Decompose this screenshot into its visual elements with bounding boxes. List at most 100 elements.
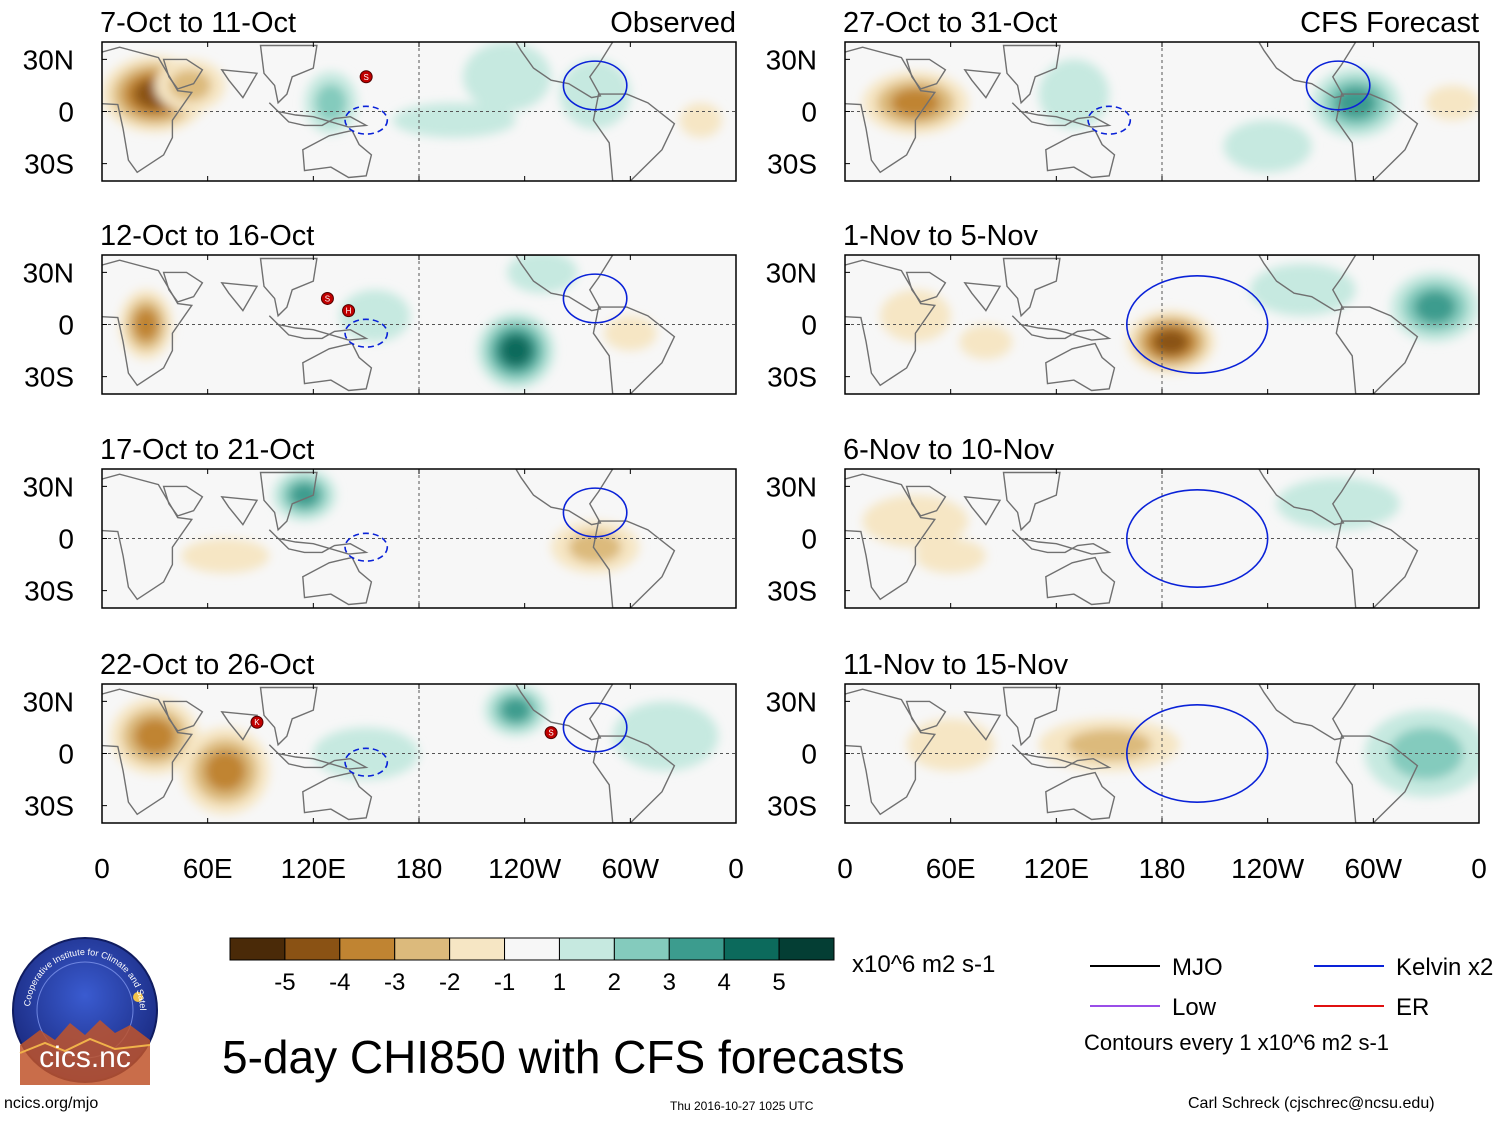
coastline — [220, 710, 259, 741]
x-tick-label: 60E — [926, 853, 976, 884]
anomaly-field — [119, 255, 657, 389]
kelvin-contours — [344, 60, 628, 135]
colorbar-tick-label: 5 — [772, 969, 785, 996]
anomaly-field — [862, 477, 1400, 574]
panel-title: 27-Oct to 31-Oct — [843, 7, 1057, 39]
coastline — [905, 700, 947, 732]
map-panel-2: 30N 0 30S 12-Oct to 16-Oct S H — [23, 220, 737, 395]
colorbar-tick-label: -5 — [274, 969, 295, 996]
forecast-label: CFS Forecast — [1300, 7, 1479, 39]
coastline — [102, 46, 194, 174]
kelvin-contour — [344, 532, 389, 562]
anomaly-contour — [880, 289, 951, 342]
map-panel-8: 30N 0 30S 11-Nov to 15-Nov — [766, 649, 1480, 824]
coastline — [1258, 42, 1357, 99]
coastline — [515, 469, 614, 526]
contour-legend: MJO Kelvin x2 Low ER — [1090, 954, 1493, 1021]
anomaly-field — [110, 684, 719, 815]
coastline — [515, 42, 614, 99]
panel-title: 22-Oct to 26-Oct — [100, 649, 314, 681]
coastline — [1258, 255, 1357, 312]
coastline — [1335, 520, 1419, 608]
colorbar-swatch — [504, 937, 560, 961]
coastline — [162, 271, 204, 303]
storm-letter: S — [548, 729, 553, 738]
coastline — [259, 44, 318, 105]
y-tick-label: 30N — [23, 257, 74, 288]
kelvin-contour — [562, 60, 628, 111]
coastline — [1002, 44, 1061, 105]
coastline — [1011, 102, 1112, 128]
coastline — [905, 271, 947, 303]
kelvin-contours — [1087, 60, 1371, 135]
x-axis-labels: 0 60E 120E 180 120W 60W 0 0 60E 120E 180 120W 60W 0 — [94, 853, 1487, 884]
anomaly-contour — [568, 531, 622, 563]
legend-label: MJO — [1172, 954, 1223, 981]
coastline — [162, 58, 204, 90]
coastline — [302, 556, 373, 606]
kelvin-contour — [344, 318, 389, 348]
coastlines — [845, 684, 1419, 823]
colorbar-swatch — [449, 937, 506, 961]
colorbar-swatch — [229, 937, 286, 961]
anomaly-contour — [862, 495, 969, 548]
coastline — [1258, 469, 1357, 526]
colorbar-swatch — [394, 937, 451, 961]
coastline — [905, 485, 947, 517]
y-tick-label: 0 — [58, 310, 74, 341]
y-tick-label: 30S — [24, 362, 74, 393]
anomaly-contour — [890, 88, 941, 118]
kelvin-contour — [562, 487, 628, 538]
panel-title: 6-Nov to 10-Nov — [843, 434, 1055, 466]
y-tick-label: 0 — [801, 524, 817, 555]
anomaly-field — [880, 263, 1479, 374]
coastline — [963, 281, 1002, 312]
coastline — [1258, 684, 1357, 741]
y-tick-label: 30S — [767, 791, 817, 822]
coastline — [302, 771, 373, 821]
y-tick-label: 0 — [58, 739, 74, 770]
colorbar-swatch — [668, 937, 725, 961]
anomaly-contour — [915, 538, 986, 574]
anomaly-contour — [679, 102, 722, 138]
anomaly-field — [181, 469, 640, 574]
colorbar-swatch — [284, 937, 341, 961]
kelvin-contours — [344, 273, 628, 348]
footer-url: ncics.org/mjo — [4, 1095, 99, 1112]
storm-marker: S — [320, 291, 334, 305]
x-tick-label: 0 — [837, 853, 853, 884]
y-tick-label: 0 — [801, 310, 817, 341]
coastline — [302, 342, 373, 392]
kelvin-contour — [1087, 105, 1132, 135]
anomaly-contour — [463, 42, 552, 112]
coastline — [592, 520, 676, 608]
observed-label: Observed — [610, 7, 736, 39]
y-tick-label: 30N — [766, 44, 817, 75]
coastlines — [845, 469, 1419, 608]
storm-marker: S — [359, 70, 373, 84]
storm-letter: S — [325, 294, 330, 303]
contour-note: Contours every 1 x10^6 m2 s-1 — [1084, 1030, 1390, 1055]
coastline — [845, 259, 937, 387]
coastline — [1011, 529, 1112, 555]
colorbar-tick-label: -4 — [329, 969, 350, 996]
legend-label: Low — [1172, 994, 1217, 1021]
map-panel-3: 30N 0 30S 17-Oct to 21-Oct — [23, 434, 737, 609]
coastline — [1002, 686, 1061, 747]
map-panel-4: 30N 0 30S 22-Oct to 26-Oct K S — [23, 649, 737, 824]
coastline — [102, 259, 194, 387]
kelvin-contours — [344, 702, 628, 777]
kelvin-contour — [1125, 275, 1269, 374]
coastline — [1335, 93, 1419, 181]
storm-letter: H — [346, 307, 352, 316]
map-panels: 30N 0 30S 7-Oct to 11-Oct Observed S 30N 0 30S 12… — [23, 7, 1480, 824]
anomaly-contour — [339, 289, 411, 342]
coastline — [1045, 771, 1116, 821]
panel-title: 7-Oct to 11-Oct — [100, 7, 296, 39]
coastline — [259, 686, 318, 747]
kelvin-contours — [1125, 704, 1269, 803]
colorbar: -5 -4 -3 -2 -1 1 2 3 4 5 x10^6 m2 s-1 — [229, 937, 995, 996]
coastline — [963, 710, 1002, 741]
coastline — [845, 46, 937, 174]
anomaly-field — [862, 59, 1479, 173]
